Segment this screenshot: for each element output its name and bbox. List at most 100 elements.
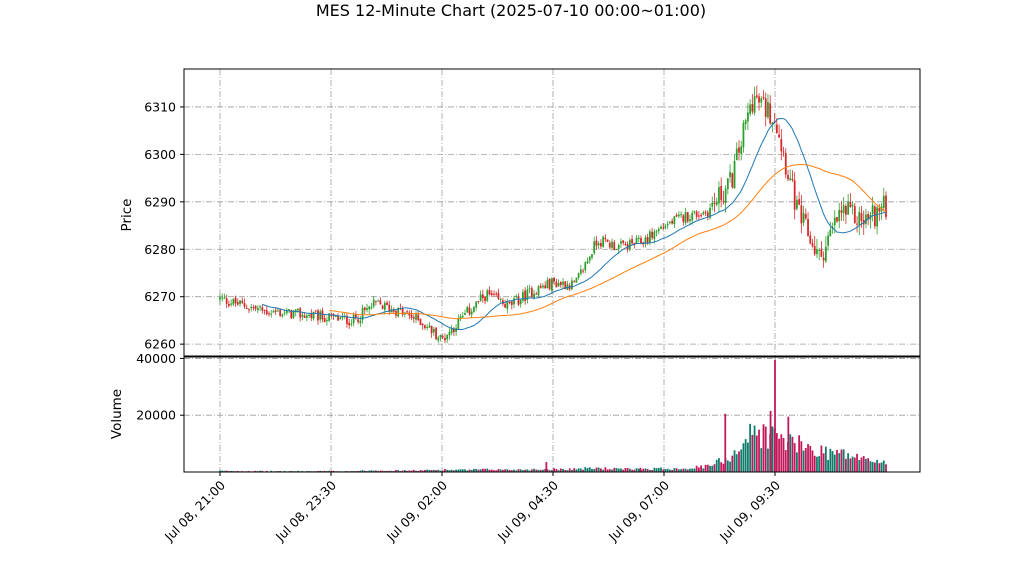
candle-body xyxy=(778,134,780,138)
volume-bar xyxy=(595,467,598,472)
candle-body xyxy=(800,205,803,224)
price-tick-label: 6300 xyxy=(144,147,176,162)
volume-bar xyxy=(666,468,669,472)
candle-body xyxy=(693,211,696,213)
volume-bar xyxy=(424,469,426,472)
candle-body xyxy=(232,299,235,305)
candle-body xyxy=(464,313,466,315)
volume-bar xyxy=(593,469,596,472)
candle-body xyxy=(361,307,364,320)
candle-body xyxy=(230,303,233,305)
volume-bar xyxy=(377,470,380,472)
volume-bar xyxy=(564,469,567,472)
candle-body xyxy=(726,178,729,189)
volume-bar xyxy=(584,467,587,472)
volume-bar xyxy=(673,468,676,472)
candle-body xyxy=(219,297,221,300)
candle-body xyxy=(386,302,388,306)
volume-bar xyxy=(715,459,718,472)
volume-bar xyxy=(548,470,551,472)
candle-body xyxy=(711,202,714,207)
candle-body xyxy=(811,243,814,247)
volume-bar xyxy=(513,469,515,472)
candle-body xyxy=(535,293,538,295)
volume-bar xyxy=(455,469,457,472)
volume-bar xyxy=(403,470,406,472)
candle-body xyxy=(822,257,825,261)
volume-bar xyxy=(488,469,491,472)
volume-bar xyxy=(555,468,558,472)
volume-bar xyxy=(495,470,498,472)
price-axis-label: Price xyxy=(119,199,135,232)
candle-body xyxy=(468,307,471,315)
volume-bar xyxy=(758,429,760,472)
candle-body xyxy=(793,180,796,210)
volume-bar xyxy=(522,470,524,472)
candle-body xyxy=(591,254,593,258)
volume-bar xyxy=(383,470,386,472)
candle-body xyxy=(698,215,700,217)
candle-body xyxy=(533,293,535,299)
candle-body xyxy=(782,151,785,153)
candle-body xyxy=(760,98,763,103)
candle-body xyxy=(682,215,685,222)
candle-body xyxy=(377,300,380,302)
volume-bar xyxy=(479,469,482,472)
candle-body xyxy=(802,213,805,223)
volume-bar xyxy=(388,470,391,472)
volume-bar xyxy=(711,465,714,472)
volume-bar xyxy=(735,454,738,472)
candle-body xyxy=(323,318,326,323)
volume-bar xyxy=(459,469,462,472)
volume-tick-label: 20000 xyxy=(136,408,176,423)
candle-body xyxy=(461,315,464,318)
candle-body xyxy=(818,249,821,251)
candle-body xyxy=(457,318,460,329)
candle-body xyxy=(466,307,469,313)
x-tick-label: Jul 09, 07:00 xyxy=(605,477,672,544)
volume-bar xyxy=(613,467,616,472)
candle-body xyxy=(577,273,580,278)
candle-body xyxy=(363,307,366,311)
candle-body xyxy=(504,303,507,308)
volume-bar xyxy=(798,435,801,472)
volume-bar xyxy=(546,469,549,472)
candle-body xyxy=(359,320,362,324)
candle-body xyxy=(628,240,631,250)
volume-bar xyxy=(493,470,495,472)
candle-body xyxy=(268,313,270,315)
price-tick-label: 6280 xyxy=(144,242,176,257)
candle-body xyxy=(239,300,241,304)
candle-body xyxy=(780,138,783,152)
x-tick-label: Jul 09, 02:00 xyxy=(383,477,450,544)
volume-bar xyxy=(452,470,455,472)
volume-y-ticks: 20000 40000 xyxy=(136,351,184,423)
price-panel-frame xyxy=(183,68,921,357)
volume-bar xyxy=(695,465,698,472)
volume-bar xyxy=(704,464,707,472)
candle-body xyxy=(595,240,598,246)
volume-bar xyxy=(372,470,375,472)
candle-body xyxy=(379,300,382,305)
volume-bar xyxy=(718,458,720,472)
volume-bar xyxy=(517,469,520,472)
candle-body xyxy=(506,301,509,309)
candle-body xyxy=(729,172,731,178)
volume-bar xyxy=(833,454,836,472)
volume-bar xyxy=(599,468,602,472)
candle-body xyxy=(775,124,778,134)
candle-body xyxy=(615,248,618,250)
candle-body xyxy=(809,235,812,244)
volume-bar xyxy=(506,469,509,472)
candle-body xyxy=(640,237,642,244)
volume-bar xyxy=(635,468,638,472)
candle-body xyxy=(702,212,705,215)
volume-bar xyxy=(591,468,593,472)
volume-bar xyxy=(698,467,700,472)
candle-body xyxy=(388,304,391,312)
candle-body xyxy=(281,314,284,317)
volume-bar xyxy=(501,469,504,472)
volume-bar xyxy=(317,470,319,472)
volume-bar xyxy=(390,470,393,472)
